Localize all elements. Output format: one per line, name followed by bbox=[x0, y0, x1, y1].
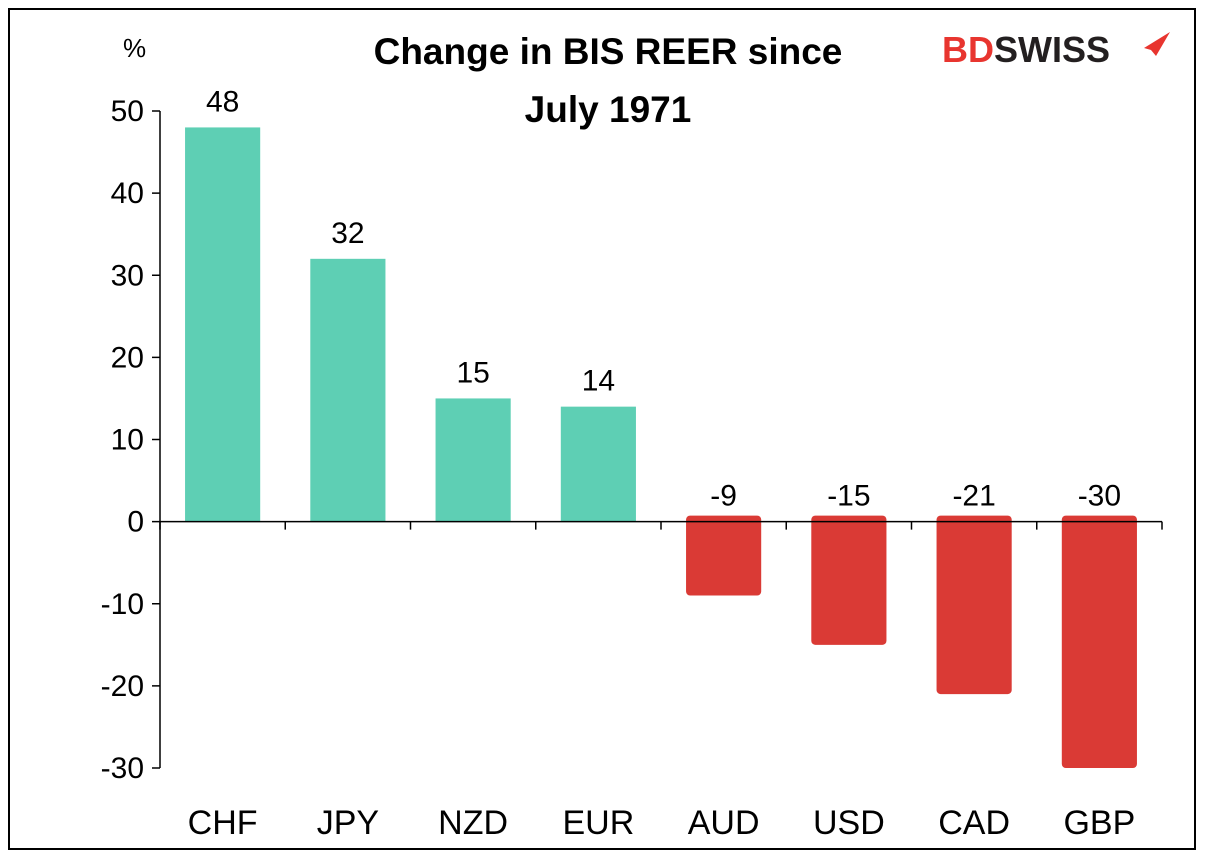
chart-frame: % Change in BIS REER since July 1971 BDS… bbox=[8, 8, 1196, 850]
y-tick-label: 10 bbox=[111, 424, 144, 457]
y-tick-label: -10 bbox=[101, 588, 144, 621]
x-category-label-chf: CHF bbox=[188, 804, 258, 842]
x-category-label-gbp: GBP bbox=[1063, 804, 1135, 842]
data-label-usd: -15 bbox=[827, 480, 870, 513]
logo-arrow-icon bbox=[1144, 32, 1170, 56]
data-label-chf: 48 bbox=[206, 85, 239, 118]
bar-jpy bbox=[310, 258, 386, 522]
data-label-gbp: -30 bbox=[1078, 480, 1121, 513]
x-category-label-nzd: NZD bbox=[438, 804, 508, 842]
logo-text-swiss: SWISS bbox=[994, 29, 1110, 70]
y-tick-label: -20 bbox=[101, 670, 144, 703]
bar-nzd bbox=[435, 398, 511, 522]
y-unit-label: % bbox=[123, 33, 146, 63]
plot-area: 50 40 30 20 10 0 -10 -20 -30 48 CHF 32 JPY 15 NZD 14 EUR… bbox=[101, 85, 1163, 842]
data-label-eur: 14 bbox=[582, 365, 615, 398]
y-tick-label: 30 bbox=[111, 259, 144, 292]
bar-gbp bbox=[1061, 515, 1137, 768]
bar-chart: % Change in BIS REER since July 1971 BDS… bbox=[101, 29, 1170, 842]
bar-cad bbox=[936, 515, 1012, 695]
x-category-label-aud: AUD bbox=[688, 804, 760, 842]
data-label-cad: -21 bbox=[952, 480, 995, 513]
data-label-aud: -9 bbox=[710, 480, 737, 513]
chart-title-line1: Change in BIS REER since bbox=[374, 31, 843, 72]
chart-title-line2: July 1971 bbox=[525, 89, 692, 130]
y-tick-label: 20 bbox=[111, 341, 144, 374]
bar-eur bbox=[560, 406, 636, 522]
data-label-jpy: 32 bbox=[331, 217, 364, 250]
brand-logo: BDSWISS bbox=[942, 29, 1170, 70]
x-category-label-usd: USD bbox=[813, 804, 885, 842]
bar-aud bbox=[686, 515, 762, 596]
y-tick-label: 0 bbox=[127, 506, 144, 539]
logo-text-bd: BD bbox=[942, 29, 994, 70]
svg-text:BDSWISS: BDSWISS bbox=[942, 29, 1110, 70]
x-category-label-jpy: JPY bbox=[317, 804, 379, 842]
y-tick-label: -30 bbox=[101, 752, 144, 785]
bar-usd bbox=[811, 515, 887, 645]
bar-chf bbox=[185, 127, 261, 522]
y-tick-label: 50 bbox=[111, 95, 144, 128]
x-category-label-eur: EUR bbox=[562, 804, 634, 842]
y-tick-label: 40 bbox=[111, 177, 144, 210]
data-label-nzd: 15 bbox=[456, 356, 489, 389]
x-category-label-cad: CAD bbox=[938, 804, 1010, 842]
